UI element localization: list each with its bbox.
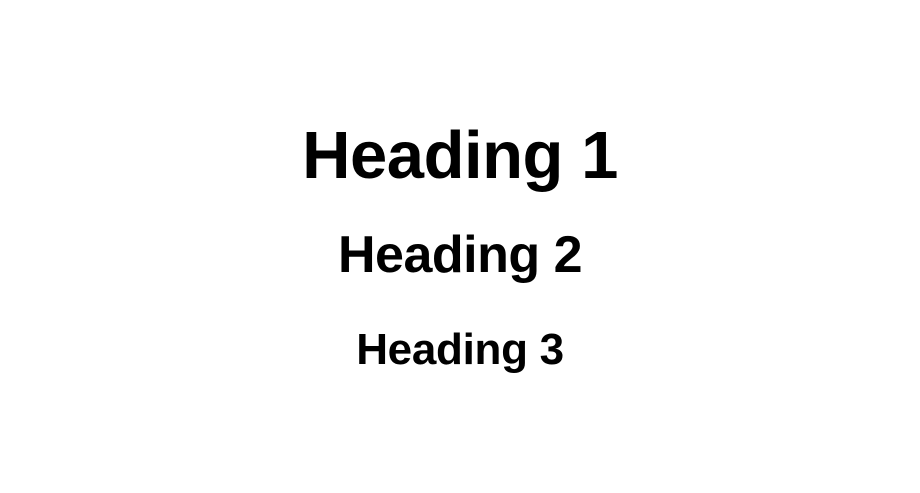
- heading-1: Heading 1: [302, 118, 618, 193]
- heading-3: Heading 3: [356, 325, 564, 374]
- heading-2: Heading 2: [338, 226, 583, 284]
